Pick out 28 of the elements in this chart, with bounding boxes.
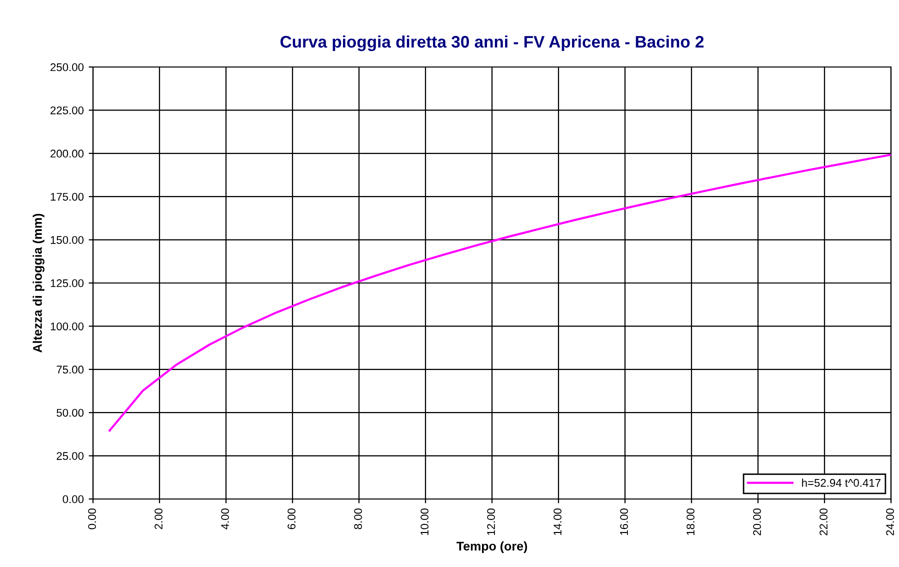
x-tick-label: 2.00 — [154, 508, 162, 530]
x-tick-label: 4.00 — [221, 508, 229, 530]
y-tick-label: 150.00 — [50, 236, 84, 244]
x-tick-label: 18.00 — [686, 508, 694, 535]
y-tick-label: 25.00 — [56, 452, 84, 460]
line-series — [108, 154, 891, 432]
x-tick-label: 16.00 — [620, 508, 628, 535]
chart-title: Curva pioggia diretta 30 anni - FV Apricena - Bacino 2 — [280, 35, 704, 52]
y-tick-label: 225.00 — [50, 106, 84, 114]
x-tick-label: 20.00 — [753, 508, 761, 536]
y-tick-label: 250.00 — [50, 63, 84, 72]
y-tick-label: 200.00 — [50, 150, 84, 158]
x-axis-title: Tempo (ore) — [456, 541, 528, 554]
y-tick-label: 125.00 — [50, 279, 84, 288]
x-tick-label: 24.00 — [886, 508, 894, 536]
y-tick-label: 100.00 — [50, 322, 84, 330]
y-tick-label: 0.00 — [62, 495, 84, 504]
x-tick-label: 8.00 — [354, 508, 362, 530]
y-tick-label: 175.00 — [50, 192, 84, 201]
y-axis-title: Altezza di pioggia (mm) — [32, 214, 44, 352]
x-tick-label: 6.00 — [288, 508, 296, 530]
y-tick-label: 50.00 — [56, 408, 84, 417]
x-tick-label: 12.00 — [487, 508, 495, 535]
legend-label: h=52.94 t^0.417 — [802, 478, 880, 487]
x-tick-label: 22.00 — [820, 508, 828, 536]
x-tick-label: 10.00 — [420, 508, 428, 535]
x-tick-label: 14.00 — [554, 508, 562, 535]
y-tick-label: 75.00 — [56, 366, 84, 374]
